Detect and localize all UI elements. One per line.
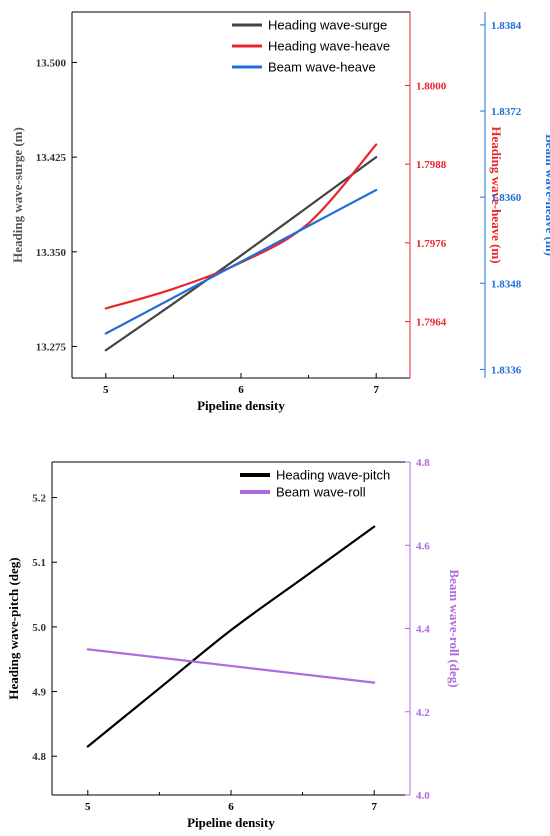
left-tick-label: 4.9 [32,687,46,699]
x-tick-label: 5 [103,384,109,396]
legend-label-heading-wave-surge: Heading wave-surge [268,18,387,33]
right1-tick-label: 4.0 [416,790,430,802]
right1-axis-label: Heading wave-heave (m) [489,126,504,263]
right1-axis-label: Beam wave-roll (deg) [447,569,462,687]
right2-tick-label: 1.8348 [491,278,522,290]
right1-tick-label: 4.8 [416,457,430,469]
x-tick-label: 6 [238,384,244,396]
right2-tick-label: 1.8372 [491,106,522,118]
right1-tick-label: 1.7988 [416,159,447,171]
left-tick-label: 5.2 [32,493,46,505]
left-axis-label: Heading wave-surge (m) [10,127,25,263]
right2-axis-label: Beam wave-heave (m) [543,134,550,256]
right2-tick-label: 1.8384 [491,20,522,32]
x-tick-label: 7 [371,801,377,813]
left-tick-label: 13.500 [36,57,67,69]
x-tick-label: 6 [228,801,234,813]
chart-bottom: 5 6 7 Pipeline density 4.8 4.9 5.0 5.1 5.2 Headin… [6,457,462,830]
legend-label-beam-wave-roll: Beam wave-roll [276,485,366,500]
right1-tick-label: 4.2 [416,707,430,719]
series-line-heading-wave-surge [104,156,378,352]
x-axis-label: Pipeline density [197,398,285,413]
right1-tick-label: 4.4 [416,624,430,636]
left-tick-label: 5.0 [32,622,46,634]
right1-tick-label: 1.8000 [416,80,447,92]
legend-label-beam-wave-heave: Beam wave-heave [268,60,376,75]
left-tick-label: 4.8 [32,751,46,763]
right1-tick-label: 1.7976 [416,238,447,250]
x-tick-label: 5 [85,801,91,813]
series-line-beam-wave-roll [86,648,376,684]
chart-top: 5 6 7 Pipeline density 13.275 13.350 13.425 13.… [10,11,550,413]
right2-tick-label: 1.8360 [491,192,522,204]
series-line-heading-wave-heave [104,143,378,310]
legend-label-heading-wave-pitch: Heading wave-pitch [276,468,390,483]
left-tick-label: 13.350 [36,247,67,259]
left-tick-label: 13.275 [36,341,67,353]
left-tick-label: 13.425 [36,152,67,164]
right2-tick-label: 1.8336 [491,364,522,376]
left-axis-label: Heading wave-pitch (deg) [6,557,21,699]
right1-tick-label: 4.6 [416,540,430,552]
series-line-heading-wave-pitch [86,525,376,748]
x-axis-label: Pipeline density [187,815,275,830]
right1-tick-label: 1.7964 [416,317,447,329]
series-line-beam-wave-heave [104,188,378,335]
left-tick-label: 5.1 [32,557,46,569]
legend-label-heading-wave-heave: Heading wave-heave [268,39,390,54]
x-tick-label: 7 [373,384,379,396]
